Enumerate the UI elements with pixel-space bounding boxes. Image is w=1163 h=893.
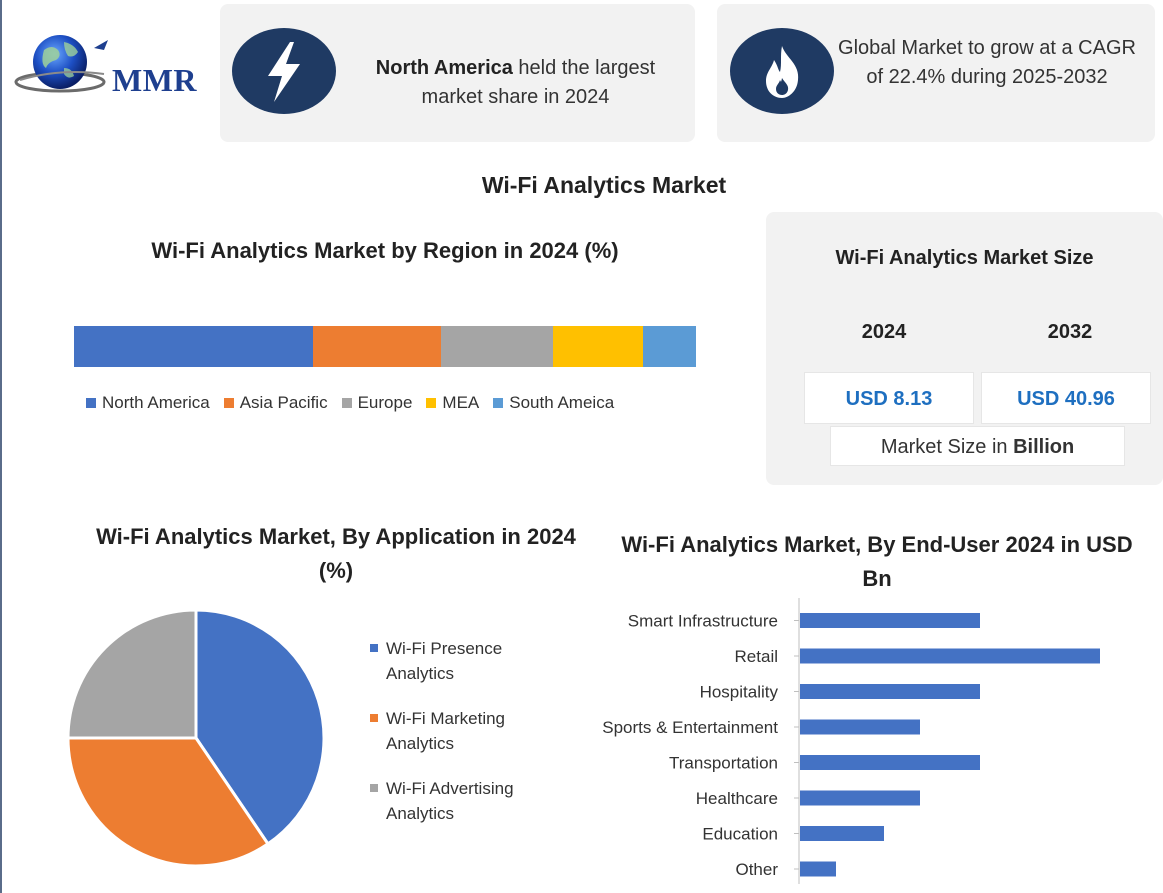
lightning-bolt-icon	[232, 28, 336, 114]
globe-icon	[14, 35, 108, 93]
application-pie-chart	[66, 608, 326, 868]
category-label-hospitality: Hospitality	[700, 683, 779, 702]
category-label-other: Other	[735, 860, 778, 879]
bar-retail	[800, 648, 1100, 664]
region-segment-north-america	[74, 326, 314, 367]
region-highlight-card: North America held the largest market sh…	[220, 4, 695, 142]
legend-label: MEA	[442, 393, 480, 412]
region-segment-europe	[440, 326, 553, 367]
bar-smart-infrastructure	[800, 613, 980, 628]
application-legend-item: Wi-Fi Advertising Analytics	[368, 776, 568, 826]
legend-label: Europe	[357, 393, 413, 412]
legend-label: Wi-Fi Presence Analytics	[386, 639, 503, 683]
region-legend-item: MEA	[426, 393, 479, 413]
enduser-bar-chart: Smart Infrastructure Retail Hospitality Spo…	[602, 598, 1100, 884]
cagr-text: Global Market to grow at a CAGR of 22.4%…	[838, 37, 1136, 88]
pie-slice-wi-fi-marketing-analytics	[66, 736, 271, 868]
bar-transportation	[800, 755, 980, 770]
pie-slice-wi-fi-presence-analytics	[194, 608, 326, 846]
bar-other	[800, 861, 836, 877]
enduser-chart-title: Wi-Fi Analytics Market, By End-User 2024…	[621, 532, 1133, 591]
page-left-border	[0, 0, 2, 893]
application-legend-item: Wi-Fi Marketing Analytics	[368, 706, 568, 756]
region-stacked-bar	[74, 326, 696, 367]
legend-swatch	[426, 398, 437, 408]
region-legend-item: Asia Pacific	[223, 393, 328, 413]
application-legend: Wi-Fi Presence Analytics Wi-Fi Marketing …	[368, 636, 568, 846]
region-legend-item: North America	[86, 393, 210, 413]
unit-bold: Billion	[1013, 436, 1075, 458]
region-legend-item: South Ameica	[493, 393, 614, 413]
bar-education	[800, 826, 884, 841]
unit-prefix: Market Size in	[880, 436, 1014, 458]
legend-label: South Ameica	[509, 393, 615, 412]
region-highlight-text: North America held the largest market sh…	[348, 54, 683, 112]
application-chart-title: Wi-Fi Analytics Market, By Application i…	[96, 524, 576, 583]
market-size-2024-value: USD 8.13	[804, 372, 974, 424]
market-size-unit: Market Size in Billion	[830, 426, 1125, 466]
year-2032-label: 2032	[1047, 321, 1093, 343]
region-legend-item: Europe	[341, 393, 413, 413]
category-label-healthcare: Healthcare	[696, 789, 778, 808]
region-highlight-bold: North America	[375, 57, 513, 79]
market-size-2032-value: USD 40.96	[981, 372, 1151, 424]
legend-label: Asia Pacific	[239, 393, 328, 412]
mmr-logo: MMR	[14, 24, 204, 104]
category-label-sports-and-entertainment: Sports & Entertainment	[602, 718, 778, 737]
category-label-education: Education	[702, 825, 778, 844]
legend-swatch	[370, 784, 378, 792]
pie-slice-wi-fi-advertising-analytics	[66, 608, 198, 740]
category-label-retail: Retail	[735, 647, 778, 666]
legend-label: Wi-Fi Marketing Analytics	[386, 709, 506, 753]
region-legend: North America Asia Pacific Europe MEA South …	[86, 393, 614, 413]
application-legend-item: Wi-Fi Presence Analytics	[368, 636, 568, 686]
market-size-title: Wi-Fi Analytics Market Size	[835, 247, 1094, 269]
market-size-panel: Wi-Fi Analytics Market Size 2024 2032 US…	[766, 212, 1163, 485]
legend-swatch	[341, 398, 352, 408]
bar-sports-and-entertainment	[800, 719, 920, 735]
legend-label: Wi-Fi Advertising Analytics	[386, 779, 514, 823]
legend-swatch	[86, 398, 96, 408]
legend-label: North America	[102, 393, 210, 412]
region-segment-mea	[552, 326, 644, 367]
year-2024-label: 2024	[861, 321, 907, 343]
category-label-transportation: Transportation	[669, 754, 778, 773]
region-segment-south-ameica	[643, 326, 696, 367]
legend-swatch	[370, 644, 378, 652]
main-title: Wi-Fi Analytics Market	[481, 172, 727, 198]
logo-text: MMR	[112, 62, 198, 98]
cagr-highlight-card: Global Market to grow at a CAGR of 22.4%…	[717, 4, 1155, 142]
legend-swatch	[493, 398, 504, 408]
region-chart-title: Wi-Fi Analytics Market by Region in 2024…	[151, 238, 619, 263]
category-label-smart-infrastructure: Smart Infrastructure	[628, 612, 778, 631]
bar-healthcare	[800, 790, 920, 806]
legend-swatch	[223, 398, 234, 408]
flame-icon	[730, 28, 834, 114]
bar-hospitality	[800, 684, 980, 699]
legend-swatch	[370, 714, 378, 722]
region-segment-asia-pacific	[313, 326, 441, 367]
region-highlight-rest: held the largest market share in 2024	[421, 57, 656, 108]
